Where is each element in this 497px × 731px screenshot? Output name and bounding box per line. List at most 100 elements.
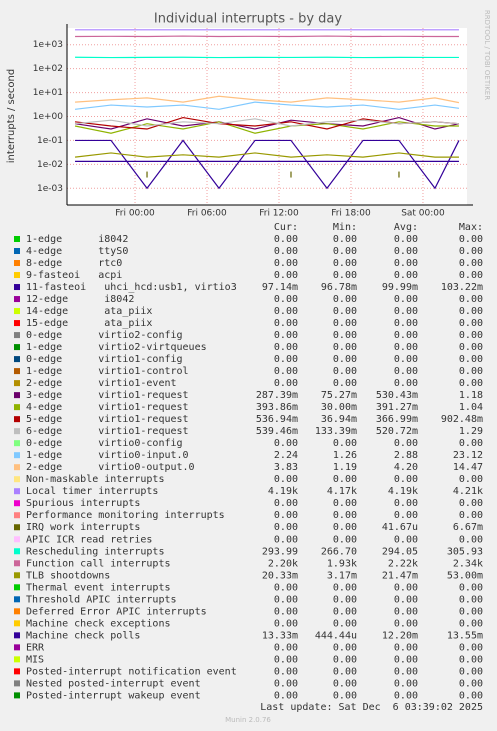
legend-stat: 0.00 [333, 534, 357, 545]
legend-stat: 0.00 [459, 618, 483, 629]
legend-label: 5-edge virtio1-request [26, 414, 189, 425]
series-line [75, 139, 460, 190]
legend-swatch [14, 692, 20, 699]
legend-stat: 0.00 [459, 270, 483, 281]
legend-stat: 0.00 [274, 474, 298, 485]
legend-label: Non-maskable interrupts [26, 474, 164, 485]
legend-stat: 0.00 [459, 594, 483, 605]
legend-label: 12-edge i8042 [26, 294, 134, 305]
legend-swatch [14, 584, 20, 591]
legend-swatch [14, 356, 20, 363]
legend-stat: 133.39m [315, 426, 357, 437]
legend-stat: 0.00 [459, 234, 483, 245]
legend-stat: 4.21k [453, 486, 483, 497]
legend-stat: 0.00 [274, 306, 298, 317]
legend-stat: 0.00 [394, 594, 418, 605]
legend-stat: 0.00 [333, 246, 357, 257]
legend-stat: 0.00 [333, 318, 357, 329]
legend-label: Machine check exceptions [26, 618, 171, 629]
legend-label: 9-fasteoi acpi [26, 270, 122, 281]
legend-stat: 6.67m [453, 522, 483, 533]
legend-stat: 0.00 [394, 366, 418, 377]
legend-stat: 0.00 [274, 618, 298, 629]
legend-stat: 0.00 [394, 318, 418, 329]
legend-stat: 0.00 [394, 498, 418, 509]
legend-stat: 0.00 [459, 342, 483, 353]
legend-stat: 539.46m [256, 426, 298, 437]
legend-stat: 0.00 [459, 354, 483, 365]
legend-stat: 0.00 [394, 354, 418, 365]
legend-stat: 13.55m [447, 630, 483, 641]
legend-label: Spurious interrupts [26, 498, 140, 509]
legend-stat: 0.00 [333, 330, 357, 341]
legend-stat: 287.39m [256, 390, 298, 401]
legend-label: 1-edge virtio0-input.0 [26, 450, 189, 461]
legend-label: Function call interrupts [26, 558, 171, 569]
legend-stat: 530.43m [376, 390, 418, 401]
chart-title: Individual interrupts - by day [154, 12, 342, 27]
legend-stat: 0.00 [459, 330, 483, 341]
legend-stat: 0.00 [459, 366, 483, 377]
legend-stat: 1.29 [459, 426, 483, 437]
legend-stat: 23.12 [453, 450, 483, 461]
legend-swatch [14, 464, 20, 471]
legend-label: 14-edge ata_piix [26, 306, 152, 317]
legend-stat: 0.00 [459, 666, 483, 677]
legend-stat: 0.00 [274, 438, 298, 449]
legend-stat: 294.05 [382, 546, 418, 557]
legend-label: 2-edge virtio1-event [26, 378, 177, 389]
legend-swatch [14, 404, 20, 411]
series-line [74, 152, 459, 158]
legend-stat: 0.00 [333, 234, 357, 245]
legend-stat: 0.00 [274, 318, 298, 329]
legend-stat: 0.00 [394, 654, 418, 665]
legend-swatch [14, 680, 20, 687]
legend-stat: 2.20k [268, 558, 298, 569]
legend-stat: 305.93 [447, 546, 483, 557]
legend-stat: 0.00 [459, 474, 483, 485]
legend-label: Machine check polls [26, 630, 140, 641]
legend-label: 4-edge virtio1-request [26, 402, 189, 413]
y-tick-label: 1e+00 [33, 112, 64, 122]
legend-stat: 1.18 [459, 390, 483, 401]
legend-stat: 536.94m [256, 414, 298, 425]
legend-stat: 393.86m [256, 402, 298, 413]
legend-stat: 3.17m [327, 570, 357, 581]
legend-swatch [14, 416, 20, 423]
legend-swatch [14, 368, 20, 375]
legend-swatch [14, 620, 20, 627]
legend-stat: 0.00 [274, 378, 298, 389]
legend-stat: 0.00 [394, 378, 418, 389]
legend-stat: 53.00m [447, 570, 483, 581]
legend-swatch [14, 656, 20, 663]
legend-stat: 4.20 [394, 462, 418, 473]
legend-stat: 0.00 [274, 498, 298, 509]
legend-label: ERR [26, 642, 45, 653]
legend-stat: 0.00 [333, 678, 357, 689]
legend-stat: 0.00 [333, 306, 357, 317]
legend-stat: 2.34k [453, 558, 483, 569]
legend-stat: 0.00 [459, 438, 483, 449]
legend-label: Deferred Error APIC interrupts [26, 606, 207, 617]
legend-stat: 75.27m [321, 390, 357, 401]
legend-stat: 391.27m [376, 402, 418, 413]
legend-swatch [14, 236, 20, 242]
legend-label: TLB shootdowns [26, 570, 110, 581]
legend-swatch [14, 596, 20, 603]
legend-stat: 12.20m [382, 630, 418, 641]
legend-stat: 2.88 [394, 450, 418, 461]
legend-header: Max: [459, 222, 483, 233]
legend-label: 0-edge virtio0-config [26, 438, 183, 449]
legend-stat: 1.26 [333, 450, 357, 461]
legend-stat: 0.00 [459, 498, 483, 509]
legend-stat: 0.00 [274, 594, 298, 605]
legend-stat: 902.48m [441, 414, 483, 425]
legend-label: 8-edge rtc0 [26, 258, 122, 269]
legend-stat: 0.00 [333, 342, 357, 353]
legend-stat: 444.44u [315, 630, 357, 641]
legend-label: 0-edge virtio2-config [26, 330, 183, 341]
legend-stat: 0.00 [459, 678, 483, 689]
legend-label: MIS [26, 654, 44, 665]
legend-stat: 20.33m [262, 570, 298, 581]
legend-stat: 0.00 [274, 606, 298, 617]
